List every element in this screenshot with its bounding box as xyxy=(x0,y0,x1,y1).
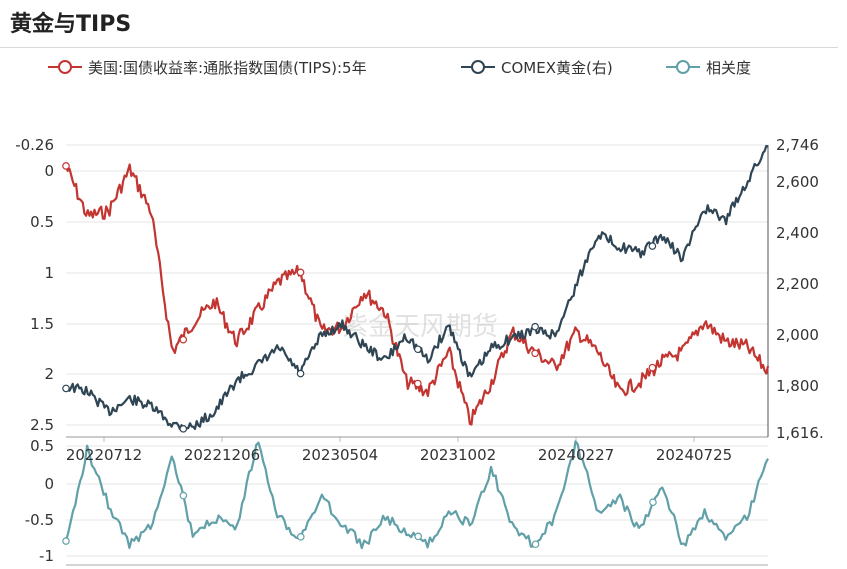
tick-labels: -0.26 0 0.5 1 1.5 2 2.5 2,746 2,600 2,400 2,200 2,0… xyxy=(15,136,824,565)
series-point-marker xyxy=(531,540,540,549)
y-lower-tick-label: -0.5 xyxy=(25,511,54,529)
series-point-marker xyxy=(414,379,422,388)
y-right-tick-label: 2,400 xyxy=(776,224,819,242)
y-right-tick-label: 2,600 xyxy=(776,173,819,191)
series-lines xyxy=(62,144,770,550)
x-tick-label: 20240227 xyxy=(538,446,614,464)
chart-legend: 美国:国债收益率:通胀指数国债(TIPS):5年 COMEX黄金(右) 相关度 xyxy=(0,54,847,80)
x-tick-label: 20230504 xyxy=(302,446,378,464)
page-title: 黄金与TIPS xyxy=(10,12,132,37)
series-point-marker xyxy=(648,363,657,372)
y-right-tick-label: 2,000 xyxy=(776,326,819,344)
legend-item-gold[interactable]: COMEX黄金(右) xyxy=(461,54,613,80)
legend-label: 美国:国债收益率:通胀指数国债(TIPS):5年 xyxy=(88,58,367,77)
legend-label: 相关度 xyxy=(706,58,752,77)
series-point-marker xyxy=(296,533,305,541)
title-divider xyxy=(0,47,838,48)
y-left-tick-label: 1 xyxy=(44,264,54,282)
y-lower-tick-label: 0 xyxy=(44,475,54,493)
y-right-tick-label: 2,200 xyxy=(776,275,819,293)
legend-line-icon xyxy=(461,60,495,74)
legend-item-tips[interactable]: 美国:国债收益率:通胀指数国债(TIPS):5年 xyxy=(48,54,367,80)
series-point-marker xyxy=(179,425,188,433)
series-point-marker xyxy=(62,384,70,393)
y-right-tick-label: 1,616. xyxy=(776,424,824,442)
series-point-marker xyxy=(296,268,305,277)
y-left-tick-label: -0.26 xyxy=(15,136,54,154)
series-point-marker xyxy=(62,537,70,545)
x-tick-label: 20221206 xyxy=(184,446,260,464)
series-point-marker xyxy=(414,345,422,354)
series-point-marker xyxy=(296,369,305,378)
series-point-marker xyxy=(531,349,539,358)
x-tick-label: 20231002 xyxy=(420,446,496,464)
series-point-marker xyxy=(179,491,188,500)
y-left-tick-label: 1.5 xyxy=(30,315,54,333)
series-point-marker xyxy=(649,498,657,507)
x-tick-label: 20240725 xyxy=(656,446,732,464)
legend-item-correlation[interactable]: 相关度 xyxy=(666,54,751,80)
axes xyxy=(66,145,769,566)
y-left-tick-label: 0 xyxy=(44,162,54,180)
series-point-marker xyxy=(414,532,422,541)
legend-line-icon xyxy=(48,60,82,74)
series-point-marker xyxy=(62,162,70,170)
series-point-marker xyxy=(179,335,188,344)
legend-label: COMEX黄金(右) xyxy=(501,58,613,77)
x-tick-label: 20220712 xyxy=(66,446,142,464)
grid-lines xyxy=(66,144,768,557)
y-lower-tick-label: 0.5 xyxy=(30,437,54,455)
y-right-tick-label: 1,800 xyxy=(776,377,819,395)
series-point-marker xyxy=(648,242,657,250)
series-point-marker xyxy=(531,322,539,331)
y-lower-tick-label: -1 xyxy=(39,547,54,565)
legend-line-icon xyxy=(666,60,700,74)
y-right-tick-label: 2,746 xyxy=(776,136,819,154)
y-left-tick-label: 0.5 xyxy=(30,213,54,231)
watermark: 紫金天风期货 xyxy=(342,312,498,342)
y-left-tick-label: 2 xyxy=(44,365,54,383)
y-left-tick-label: 2.5 xyxy=(30,416,54,434)
